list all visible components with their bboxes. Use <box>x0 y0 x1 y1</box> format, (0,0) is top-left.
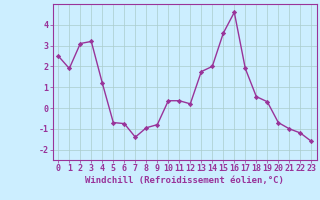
X-axis label: Windchill (Refroidissement éolien,°C): Windchill (Refroidissement éolien,°C) <box>85 176 284 185</box>
